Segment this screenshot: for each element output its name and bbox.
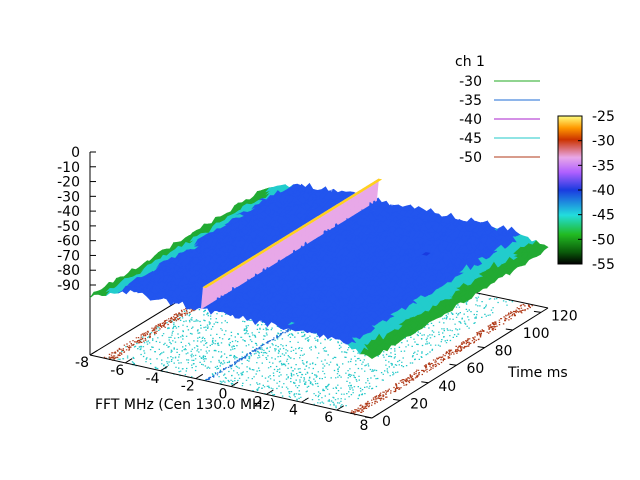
- y-tick-mark: [364, 416, 373, 419]
- colorbar-tick-label: -25: [592, 109, 615, 125]
- signal-ridge-top: [202, 284, 211, 289]
- y-tick-label: 0: [382, 414, 391, 430]
- y-tick-label: 60: [466, 361, 484, 377]
- z-tick-label: -90: [57, 278, 80, 294]
- y-axis-line: [371, 307, 549, 419]
- y-tick-mark: [449, 363, 457, 366]
- y-tick-label: 120: [551, 308, 578, 324]
- y-tick-label: 100: [523, 326, 550, 342]
- legend: ch 1 -30 -35 -40 -45 -50: [455, 54, 540, 166]
- y-tick-mark: [477, 346, 485, 349]
- legend-entry-label: -30: [459, 74, 482, 90]
- surface-strip: [193, 243, 421, 299]
- y-tick-label: 80: [495, 344, 513, 360]
- y-tick-mark: [505, 328, 513, 331]
- y-tick-label: 40: [438, 379, 456, 395]
- x-tick-label: -2: [181, 379, 195, 395]
- z-axis-ticks: 0-10-20-30-40-50-60-70-80-90: [57, 145, 96, 294]
- x-tick-mark: [160, 366, 168, 372]
- x-tick-mark: [371, 413, 380, 419]
- x-axis-ticks: -8 -6 -4 -2 0 2 4 6 8: [75, 350, 380, 434]
- legend-title: ch 1: [455, 54, 485, 70]
- x-axis-label: FFT MHz (Cen 130.0 MHz): [95, 397, 275, 413]
- z-tick-label: -10: [57, 160, 80, 176]
- legend-entry-label: -50: [459, 150, 482, 166]
- x-tick-mark: [301, 397, 309, 403]
- x-tick-mark: [195, 373, 204, 380]
- colorbar-tick-label: -40: [592, 183, 615, 199]
- z-tick-label: -50: [57, 219, 80, 235]
- surface-strip: [118, 286, 353, 345]
- colorbar-tick-label: -55: [592, 257, 615, 273]
- x-tick-mark: [124, 358, 133, 364]
- colorbar: -25 -30 -35 -40 -45 -50 -55: [557, 109, 615, 273]
- x-tick-label: 6: [324, 410, 333, 426]
- z-tick-label: -60: [57, 234, 80, 250]
- z-tick-label: -30: [57, 189, 80, 205]
- colorbar-tick-label: -45: [592, 208, 615, 224]
- y-tick-mark: [393, 398, 401, 401]
- z-tick-label: -80: [57, 263, 80, 279]
- x-tick-mark: [336, 405, 345, 411]
- x-tick-label: -4: [146, 371, 160, 387]
- x-tick-label: -6: [110, 363, 124, 379]
- legend-entry-label: -40: [459, 112, 482, 128]
- x-tick-label: -8: [75, 355, 89, 371]
- z-tick-label: -70: [57, 248, 80, 264]
- x-tick-label: 4: [289, 402, 298, 418]
- x-tick-mark: [230, 381, 239, 387]
- floor-contour-dots: [108, 252, 514, 409]
- z-tick-label: -40: [57, 204, 80, 220]
- z-tick-label: -20: [57, 175, 80, 191]
- x-tick-mark: [265, 389, 274, 395]
- colorbar-tick-label: -30: [592, 134, 615, 150]
- colorbar-tick-label: -50: [592, 232, 615, 248]
- surface-layer: [89, 178, 549, 359]
- z-tick-label: 0: [71, 145, 80, 161]
- x-tick-label: 0: [219, 387, 228, 403]
- y-tick-label: 20: [410, 396, 428, 412]
- x-tick-label: 8: [360, 418, 369, 434]
- y-axis-label: Time ms: [507, 365, 568, 381]
- x-tick-mark: [89, 350, 98, 356]
- y-tick-mark: [533, 310, 542, 313]
- x-tick-label: 2: [254, 394, 263, 410]
- legend-entry-label: -45: [459, 131, 482, 147]
- legend-entry-label: -35: [459, 93, 482, 109]
- colorbar-tick-label: -35: [592, 158, 615, 174]
- y-tick-mark: [421, 381, 429, 384]
